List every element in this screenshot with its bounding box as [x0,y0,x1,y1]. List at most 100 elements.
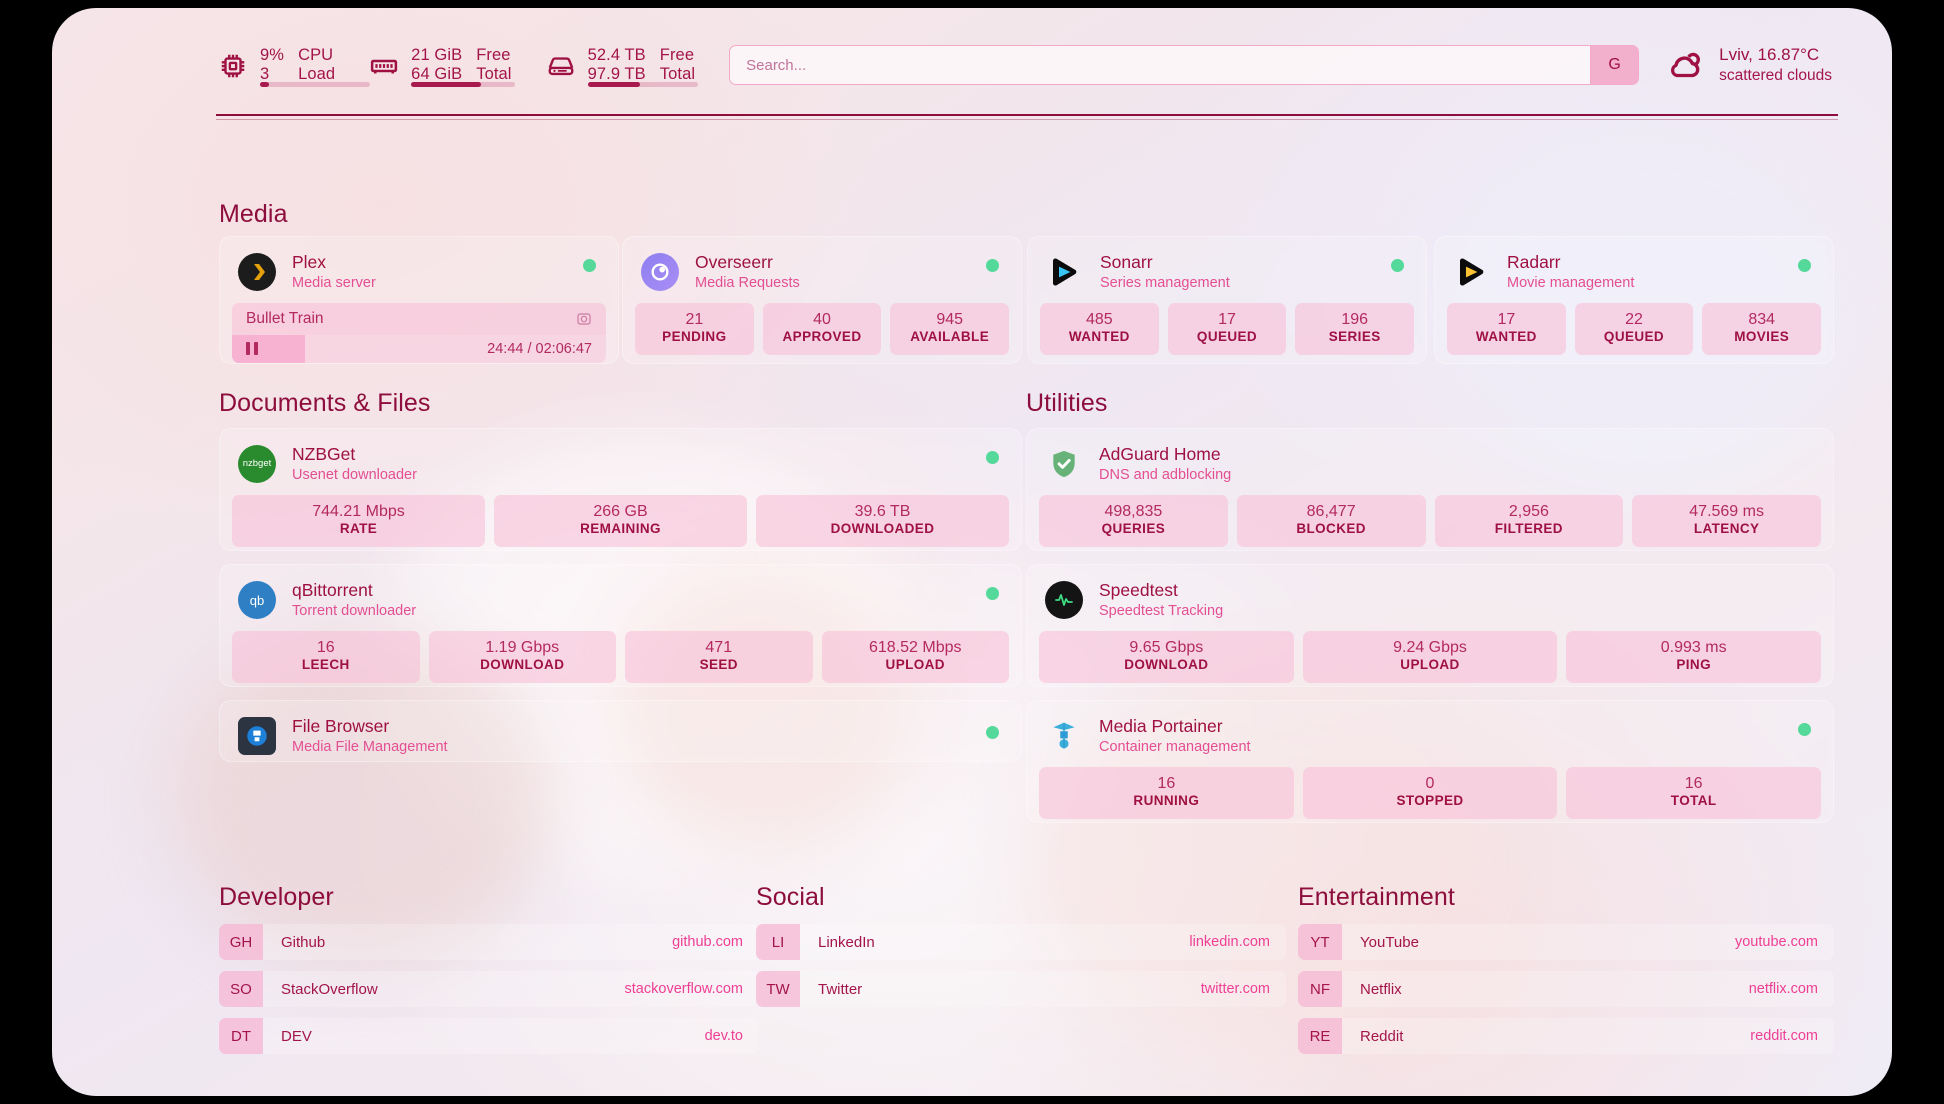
stats-row: 16 RUNNING 0 STOPPED 16 TOTAL [1027,757,1833,831]
bookmark-name: Reddit [1360,1027,1404,1045]
stat-value: 9.24 Gbps [1393,638,1467,656]
bookmark-name: LinkedIn [818,933,875,951]
bookmark-url: dev.to [704,1028,743,1044]
stat-value: 196 [1341,310,1369,328]
bookmark-item[interactable]: GH Github github.com [219,924,759,960]
cpu-label-1: CPU [298,45,334,64]
weather-condition: scattered clouds [1719,66,1832,84]
radarr-icon [1453,253,1491,291]
app-subtitle: Media File Management [292,738,448,755]
bookmark-url: github.com [672,934,743,950]
cpu-usage-bar [260,82,370,88]
stat-value: 39.6 TB [854,502,911,520]
app-card-adguard[interactable]: AdGuard Home DNS and adblocking 498,835 Q… [1026,428,1834,551]
stat-tile: 0.993 ms PING [1566,630,1822,683]
pause-icon[interactable] [246,342,258,356]
status-badge-online [1391,259,1404,272]
stat-value: 1.19 Gbps [485,638,560,656]
bookmark-url: netflix.com [1748,981,1818,997]
portainer-icon [1045,717,1083,755]
memory-widget: 21 GiB 64 GiB Free Total [367,46,529,88]
bookmark-item[interactable]: LI LinkedIn linkedin.com [756,924,1286,960]
stat-tile: 16 RUNNING [1039,766,1294,819]
stat-tile: 834 MOVIES [1702,302,1822,355]
svg-text:qb: qb [250,593,264,608]
cloudy-icon [1665,45,1705,85]
bookmark-item[interactable]: DT DEV dev.to [219,1018,759,1054]
bookmark-name: Netflix [1360,980,1402,998]
stat-label: SERIES [1328,329,1381,345]
stat-label: MOVIES [1734,329,1790,345]
stat-value: 21 [685,310,704,328]
app-subtitle: Series management [1100,274,1230,291]
bookmark-item[interactable]: SO StackOverflow stackoverflow.com [219,971,759,1007]
bookmark-item[interactable]: TW Twitter twitter.com [756,971,1286,1007]
playback-progress-bar[interactable]: 24:44 / 02:06:47 [232,334,606,363]
now-playing-title: Bullet Train [246,309,324,327]
app-subtitle: Container management [1099,738,1251,755]
bookmark-item[interactable]: YT YouTube youtube.com [1298,924,1834,960]
status-badge-online [986,451,999,464]
app-card-qbittorrent[interactable]: qb qBittorrent Torrent downloader 16 LEEC… [219,564,1022,687]
stat-tile: 618.52 Mbps UPLOAD [821,630,1009,683]
stat-label: QUEUED [1196,329,1258,345]
stat-value: 16 [316,638,335,656]
app-card-file-browser[interactable]: File Browser Media File Management [219,700,1022,762]
qbittorrent-icon: qb [238,580,276,619]
app-name: Plex [292,252,327,272]
app-name: qBittorrent [292,580,373,600]
stat-tile: 0 STOPPED [1302,766,1558,819]
app-subtitle: Speedtest Tracking [1099,602,1224,619]
app-subtitle: DNS and adblocking [1099,466,1232,483]
app-card-speedtest[interactable]: Speedtest Speedtest Tracking 9.65 Gbps DO… [1026,564,1834,687]
stat-label: RATE [339,521,378,537]
stat-label: SEED [699,657,738,673]
bookmark-badge: RE [1298,1018,1342,1054]
status-badge-online [583,259,596,272]
weather-widget: Lviv, 16.87°C scattered clouds [1665,44,1836,87]
playback-progress-fill [232,334,306,363]
stat-value: 2,956 [1508,502,1549,520]
cpu-widget: 9% 3 CPU Load [216,45,370,88]
app-card-portainer[interactable]: Media Portainer Container management 16 R… [1026,700,1834,823]
stat-label: UPLOAD [885,657,945,673]
app-card-plex[interactable]: Plex Media server Bullet Train 24:44 / 0… [219,236,619,364]
stat-tile: 485 WANTED [1040,302,1159,355]
stat-tile: 9.24 Gbps UPLOAD [1302,630,1558,683]
stat-tile: 21 PENDING [635,302,754,355]
section-title-documents: Documents & Files [219,389,431,417]
header-divider [216,114,1838,120]
app-name: Media Portainer [1099,716,1223,736]
bookmark-url: linkedin.com [1189,934,1270,950]
stat-value: 86,477 [1306,502,1356,520]
app-card-sonarr[interactable]: Sonarr Series management 485 WANTED 17 QUE… [1027,236,1427,364]
cast-icon[interactable] [576,311,592,327]
app-name: NZBGet [292,444,356,464]
stat-value: 0 [1425,774,1435,792]
app-card-radarr[interactable]: Radarr Movie management 17 WANTED 22 QUEUE… [1434,236,1834,364]
app-card-overseerr[interactable]: Overseerr Media Requests 21 PENDING 40 APP… [622,236,1022,364]
bookmark-item[interactable]: NF Netflix netflix.com [1298,971,1834,1007]
app-name: File Browser [292,716,390,736]
search-input[interactable] [730,46,1591,84]
stat-tile: 9.65 Gbps DOWNLOAD [1039,630,1294,683]
stat-value: 498,835 [1104,502,1163,520]
bookmark-group-entertainment: YT YouTube youtube.com NF Netflix netfli… [1298,924,1834,1065]
app-subtitle: Torrent downloader [292,602,417,619]
memory-total-value: 64 GiB [411,65,463,83]
storage-label-1: Free [659,45,695,64]
stat-label: WANTED [1475,329,1537,345]
stat-label: LEECH [301,657,350,673]
bookmark-url: stackoverflow.com [624,981,743,997]
app-card-nzbget[interactable]: nzbget NZBGet Usenet downloader 744.21 M… [219,428,1022,551]
search-bar[interactable]: G [729,45,1640,85]
plex-icon [238,252,276,291]
stats-row: 744.21 Mbps RATE 266 GB REMAINING 39.6 TB D… [220,485,1021,559]
stat-value: 16 [1684,774,1703,792]
search-engine-button[interactable]: G [1590,46,1639,84]
app-subtitle: Media server [292,274,376,291]
bookmark-item[interactable]: RE Reddit reddit.com [1298,1018,1834,1054]
stats-row: 485 WANTED 17 QUEUED 196 SERIES [1028,293,1426,367]
app-subtitle: Usenet downloader [292,466,417,483]
